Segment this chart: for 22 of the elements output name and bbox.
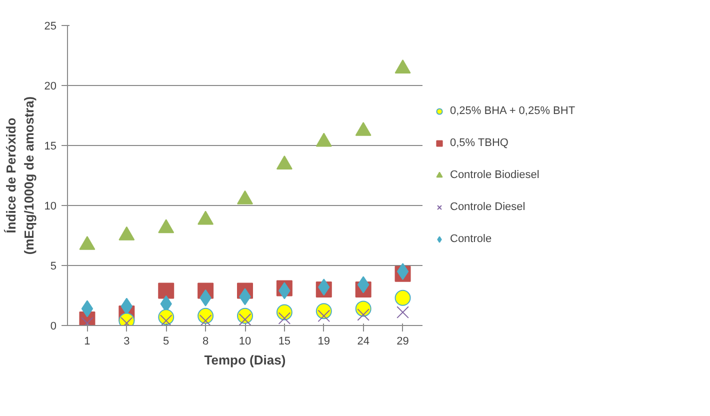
- x-tick-label: 8: [202, 336, 209, 348]
- y-tick-label: 5: [50, 260, 57, 272]
- y-axis-title: Índice de Peróxido (mEqg/1000g de amostra): [3, 96, 36, 255]
- x-tick-label: 29: [396, 336, 409, 348]
- x-tick-label: 5: [163, 336, 170, 348]
- legend-label: Controle: [450, 233, 492, 245]
- x-axis-title: Tempo (Dias): [204, 352, 286, 368]
- x-tick-label: 10: [238, 336, 252, 348]
- x-tick-label: 15: [278, 336, 291, 348]
- legend-label: Controle Biodiesel: [450, 169, 540, 181]
- y-tick-label: 15: [44, 140, 57, 152]
- y-tick-label: 10: [44, 200, 57, 212]
- y-tick-label: 25: [44, 20, 57, 32]
- legend-label: Controle Diesel: [450, 201, 526, 213]
- legend-label: 0,25% BHA + 0,25% BHT: [450, 105, 576, 117]
- x-tick-label: 24: [357, 336, 370, 348]
- y-tick-label: 20: [44, 80, 57, 92]
- x-tick-label: 1: [84, 336, 90, 348]
- legend-label: 0,5% TBHQ: [450, 137, 508, 149]
- y-tick-label: 0: [50, 320, 57, 332]
- x-tick-label: 19: [318, 336, 330, 348]
- x-tick-label: 3: [124, 336, 130, 348]
